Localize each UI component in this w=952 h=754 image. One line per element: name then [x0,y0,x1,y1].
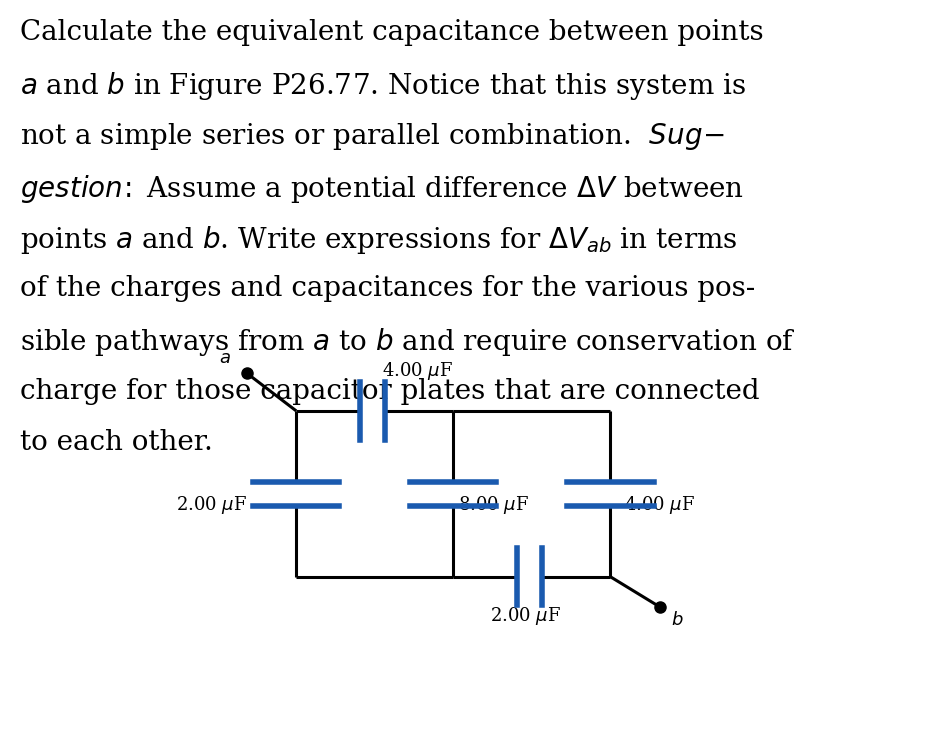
Text: $a$ and $b$ in Figure P26.77. Notice that this system is: $a$ and $b$ in Figure P26.77. Notice tha… [20,70,746,102]
Text: 2.00 $\mu$F: 2.00 $\mu$F [176,494,247,516]
Text: $b$: $b$ [670,611,684,629]
Text: Calculate the equivalent capacitance between points: Calculate the equivalent capacitance bet… [20,19,764,46]
Text: not a simple series or parallel combination.  $Sug\!-$: not a simple series or parallel combinat… [20,121,724,152]
Text: to each other.: to each other. [20,429,212,456]
Text: $gestion\!:$ Assume a potential difference $\Delta V$ between: $gestion\!:$ Assume a potential differen… [20,173,744,204]
Text: of the charges and capacitances for the various pos-: of the charges and capacitances for the … [20,275,755,302]
Text: sible pathways from $a$ to $b$ and require conservation of: sible pathways from $a$ to $b$ and requi… [20,326,796,358]
Text: charge for those capacitor plates that are connected: charge for those capacitor plates that a… [20,378,760,405]
Text: 4.00 $\mu$F: 4.00 $\mu$F [624,494,695,516]
Text: $a$: $a$ [219,349,230,367]
Text: 4.00 $\mu$F: 4.00 $\mu$F [382,360,452,382]
Text: points $a$ and $b$. Write expressions for $\Delta V_{ab}$ in terms: points $a$ and $b$. Write expressions fo… [20,224,737,256]
Text: 2.00 $\mu$F: 2.00 $\mu$F [489,605,561,627]
Text: 8.00 $\mu$F: 8.00 $\mu$F [458,494,529,516]
